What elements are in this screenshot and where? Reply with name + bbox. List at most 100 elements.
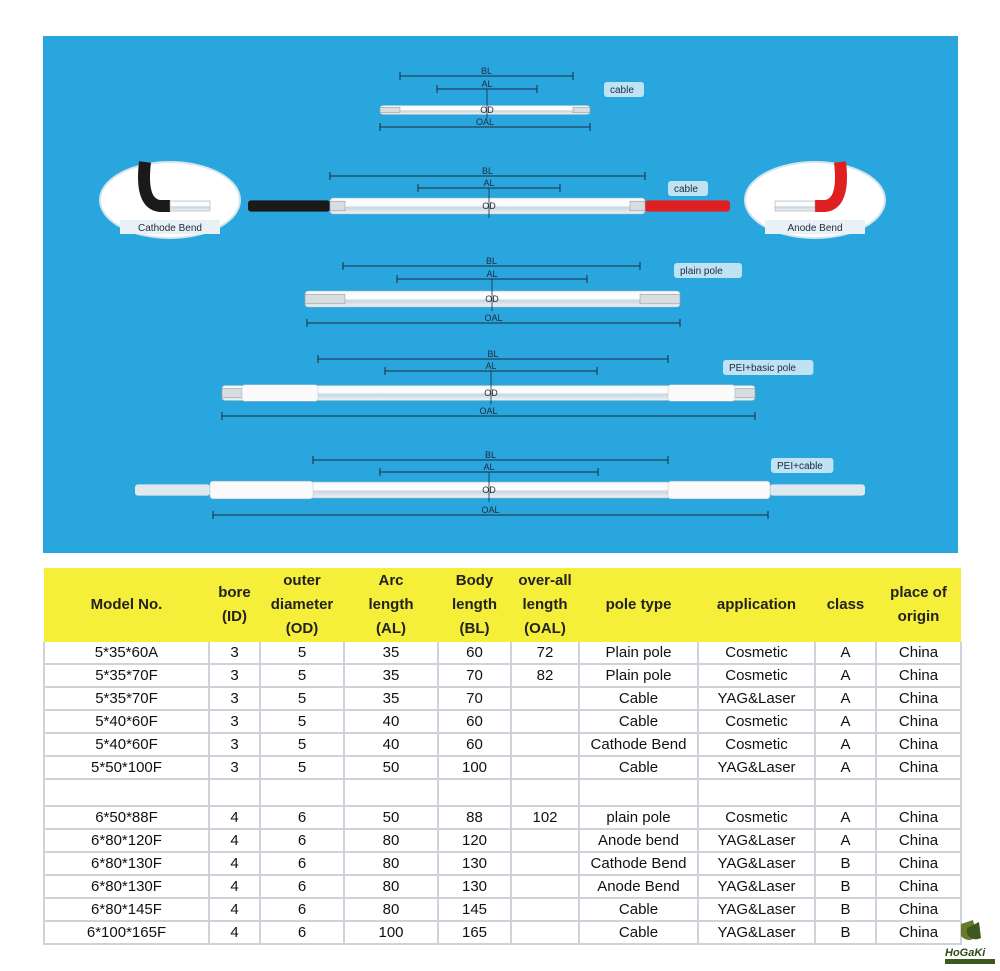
table-cell — [814, 778, 877, 807]
table-cell: 6 — [259, 828, 345, 853]
table-cell: YAG&Laser — [697, 686, 816, 711]
table-row: 5*35*70F 3 5 35 70 Cable YAG&Laser A China — [43, 686, 962, 711]
table-cell: B — [814, 897, 877, 922]
header-line: (ID) — [222, 608, 247, 625]
lamp-type-label: cable — [610, 85, 634, 96]
table-cell: 6 — [259, 805, 345, 830]
table-cell: Cathode Bend — [578, 732, 699, 757]
lamp-3: BL AL OAL OD plain pole — [304, 256, 742, 327]
table-cell — [510, 897, 580, 922]
table-cell: 4 — [208, 851, 261, 876]
header-line: Model No. — [90, 596, 163, 613]
table-cell: A — [814, 755, 877, 780]
lamp-2: BL AL OD cable — [248, 166, 730, 218]
lamp-cable — [770, 484, 865, 496]
table-row: 5*35*70F 3 5 35 70 82 Plain pole Cosmetic A China — [43, 663, 962, 688]
table-cell — [343, 778, 439, 807]
dimension-label-od: OD — [485, 294, 499, 304]
table-cell — [697, 778, 816, 807]
dimension-label-bl: BL — [486, 256, 497, 266]
table-cell: A — [814, 828, 877, 853]
table-cell: YAG&Laser — [697, 851, 816, 876]
lamp-4: BL AL OAL OD PEI+basic pole — [221, 349, 814, 420]
lamp-cable — [248, 200, 330, 212]
table-cell: Cable — [578, 920, 699, 945]
table-cell: Cable — [578, 897, 699, 922]
column-header: Body length (BL) — [438, 568, 511, 642]
table-cell: 40 — [343, 732, 439, 757]
table-cell: YAG&Laser — [697, 755, 816, 780]
column-header: bore (ID) — [209, 568, 260, 642]
table-cell: 6*80*145F — [43, 897, 210, 922]
table-cell: China — [875, 686, 962, 711]
dimension-label-oal: OAL — [484, 313, 502, 323]
svg-text:HoGaKi: HoGaKi — [945, 947, 986, 959]
table-cell: A — [814, 642, 877, 665]
table-cell: China — [875, 897, 962, 922]
table-cell: China — [875, 874, 962, 899]
table-row: 5*50*100F 3 5 50 100 Cable YAG&Laser A China — [43, 755, 962, 780]
header-line: origin — [897, 608, 940, 625]
dimension-label-bl: BL — [487, 349, 498, 359]
lamp-type-tag — [771, 458, 834, 473]
table-cell: Cable — [578, 755, 699, 780]
table-cell: 35 — [343, 686, 439, 711]
table-cell: 5*50*100F — [43, 755, 210, 780]
table-cell: Cathode Bend — [578, 851, 699, 876]
table-cell: 5 — [259, 732, 345, 757]
header-line: (AL) — [376, 620, 406, 637]
electrode-pin — [329, 200, 346, 212]
table-cell — [208, 778, 261, 807]
table-cell: 60 — [437, 732, 512, 757]
table-cell: YAG&Laser — [697, 920, 816, 945]
header-line: length — [368, 596, 414, 613]
electrode-pin — [639, 293, 681, 305]
table-cell: YAG&Laser — [697, 828, 816, 853]
table-cell: Cable — [578, 686, 699, 711]
table-cell: B — [814, 874, 877, 899]
table-cell: 5 — [259, 755, 345, 780]
table-row: 6*100*165F 4 6 100 165 Cable YAG&Laser B China — [43, 920, 962, 945]
dimension-label-od: OD — [480, 105, 494, 115]
table-cell: 5*35*70F — [43, 663, 210, 688]
column-header: Arc length (AL) — [344, 568, 438, 642]
table-cell: Anode bend — [578, 828, 699, 853]
table-cell: Cosmetic — [697, 709, 816, 734]
lamp-cable — [135, 484, 210, 496]
header-line: length — [452, 596, 497, 613]
hogaki-logo: HoGaKi — [945, 920, 995, 964]
table-cell: 35 — [343, 663, 439, 688]
table-cell: 35 — [343, 642, 439, 665]
electrode-pin — [304, 293, 346, 305]
column-header: place of origin — [876, 568, 961, 642]
cathode-bend-inset: Cathode Bend — [99, 161, 241, 239]
table-cell: Plain pole — [578, 663, 699, 688]
table-cell: 6*50*88F — [43, 805, 210, 830]
dimension-label-bl: BL — [481, 66, 492, 76]
dimension-label-oal: OAL — [479, 406, 497, 416]
table-cell: 3 — [208, 686, 261, 711]
table-cell: 3 — [208, 642, 261, 665]
table-row: 5*35*60A 3 5 35 60 72 Plain pole Cosmetic A China — [43, 642, 962, 665]
table-cell: 165 — [437, 920, 512, 945]
table-cell: 80 — [343, 828, 439, 853]
table-cell: 100 — [437, 755, 512, 780]
table-cell: 4 — [208, 828, 261, 853]
table-cell: Anode Bend — [578, 874, 699, 899]
table-cell: 130 — [437, 874, 512, 899]
lamp-spec-table: Model No. bore (ID) outer diameter (OD) Arc len… — [43, 568, 962, 945]
table-cell: B — [814, 920, 877, 945]
pei-sleeve — [667, 480, 771, 500]
electrode-pin — [734, 388, 756, 398]
lamp-type-tag — [604, 82, 644, 97]
table-cell — [437, 778, 512, 807]
inset-label: Anode Bend — [787, 223, 842, 234]
column-header: pole type — [579, 568, 698, 642]
table-row: 6*50*88F 4 6 50 88 102 plain pole Cosmetic A Chin… — [43, 805, 962, 830]
table-cell: China — [875, 732, 962, 757]
electrode-pin — [221, 388, 243, 398]
table-row: 5*40*60F 3 5 40 60 Cable Cosmetic A China — [43, 709, 962, 734]
table-cell: Plain pole — [578, 642, 699, 665]
table-cell: 70 — [437, 663, 512, 688]
table-cell: 120 — [437, 828, 512, 853]
